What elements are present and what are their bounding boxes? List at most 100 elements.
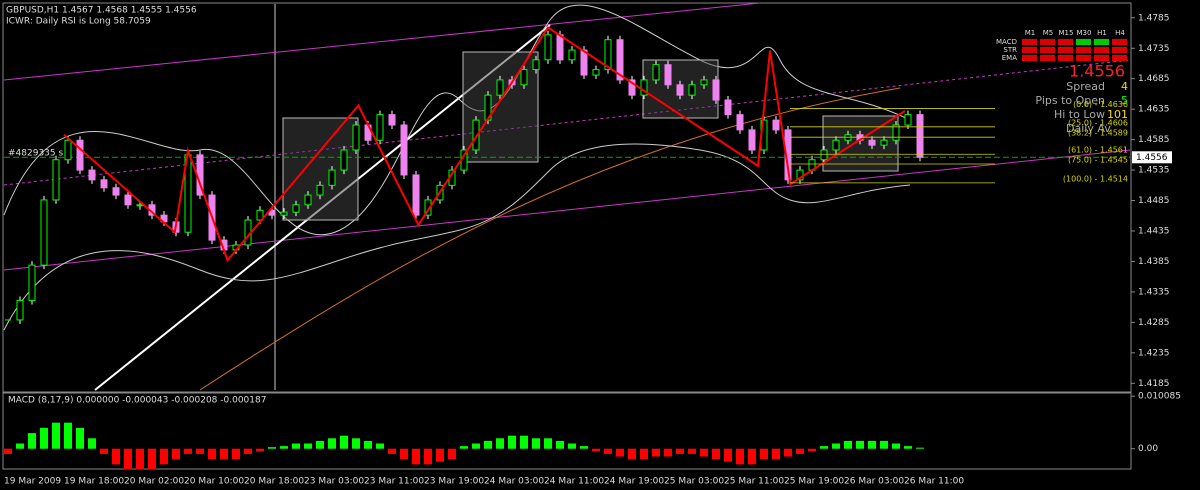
fib-label: (38.2) - 1.4589 [1068,129,1128,138]
macd-bar [640,448,648,460]
candle [652,64,660,81]
candle [904,114,912,126]
macd-bar [628,448,636,460]
candle [832,139,840,151]
fib-label: (61.0) - 1.4561 [1068,146,1128,155]
x-tick-label: 23 Mar 19:00 [424,477,484,487]
candle [664,64,672,86]
x-tick-label: 19 Mar 2009 [4,477,61,487]
macd-bar [52,422,60,449]
macd-bar [4,448,12,454]
candle [676,84,684,96]
macd-bar [208,448,216,460]
candle [868,139,876,146]
candle [16,299,24,321]
signal-cell [1076,39,1091,45]
candle [88,169,96,181]
x-tick-label: 23 Mar 03:00 [304,477,364,487]
candle [496,79,504,96]
macd-bar [76,427,84,449]
candle [328,169,336,186]
signal-cell [1094,55,1109,61]
candle [112,187,120,196]
panel-column: M1 [1025,29,1036,37]
macd-bar [736,448,744,465]
candle [616,39,624,81]
signal-cell [1040,55,1055,61]
macd-bar [280,446,288,449]
signal-cell [1040,47,1055,53]
x-tick-label: 25 Mar 03:00 [664,477,724,487]
y-tick-label: 1.4235 [1138,348,1170,358]
y-tick-label: 1.4735 [1138,44,1170,54]
macd-bar [880,440,888,449]
y-tick-label: 1.4535 [1138,166,1170,176]
macd-bar [316,440,324,449]
macd-bar [292,443,300,449]
fib-label: (25.0) - 1.4606 [1068,118,1128,127]
panel-row: MACD [996,38,1017,46]
y-tick-label: 0.010085 [1138,392,1181,402]
signal-cell [1022,39,1037,45]
candle [40,199,48,266]
x-tick-label: 20 Mar 18:00 [244,477,304,487]
signal-cell [1112,47,1127,53]
x-tick-label: 19 Mar 18:00 [64,477,124,487]
x-tick-label: 24 Mar 11:00 [544,477,604,487]
x-tick-label: 25 Mar 11:00 [724,477,784,487]
macd-bar [724,448,732,462]
macd-bar [460,446,468,449]
macd-bar [88,438,96,449]
signal-cell [1112,39,1127,45]
candle [100,179,108,189]
macd-bar [652,448,660,457]
candle [124,194,132,206]
candle [700,79,708,86]
panel-column: M15 [1059,29,1074,37]
macd-bar [616,448,624,457]
macd-bar [436,448,444,462]
macd-bar [580,446,588,449]
candle [292,204,300,213]
hilo-label: Hi to Low [1054,108,1105,121]
macd-bar [868,440,876,449]
macd-bar [232,448,240,460]
symbol-line: GBPUSD,H1 1.4567 1.4568 1.4555 1.4556 [6,6,197,16]
candle [52,159,60,201]
last-price-box [1132,151,1172,164]
macd-bar [448,448,456,460]
macd-bar [760,448,768,460]
macd-bar [676,448,684,454]
macd-bar [196,448,204,454]
candle [820,149,828,161]
panel-column: H1 [1097,29,1107,37]
signal-cell [1076,55,1091,61]
macd-bar [532,438,540,449]
macd-bar [712,448,720,460]
macd-bar [844,440,852,449]
y-tick-label: 1.4485 [1138,196,1170,206]
hilo-value: 101 [1107,108,1128,121]
candle [688,84,696,96]
macd-bar [268,447,276,449]
macd-bar [496,438,504,449]
spread-label: Spread [1066,80,1105,93]
candle [388,114,396,126]
macd-bar [604,448,612,454]
fib-label: (75.0) - 1.4545 [1068,155,1128,164]
macd-bar [472,443,480,449]
macd-bar [904,446,912,449]
order-label: #4829335 s [8,149,63,159]
macd-bar [892,443,900,449]
y-tick-label: 1.4285 [1138,318,1170,328]
macd-bar [688,448,696,454]
y-tick-label: 1.4385 [1138,257,1170,267]
y-tick-label: 0.00 [1138,444,1158,454]
panel-column: M30 [1077,29,1092,37]
macd-bar [820,446,828,449]
x-tick-label: 20 Mar 10:00 [184,477,244,487]
macd-bar [388,448,396,454]
indicator-line: ICWR: Daily RSI is Long 58.7059 [6,17,151,27]
